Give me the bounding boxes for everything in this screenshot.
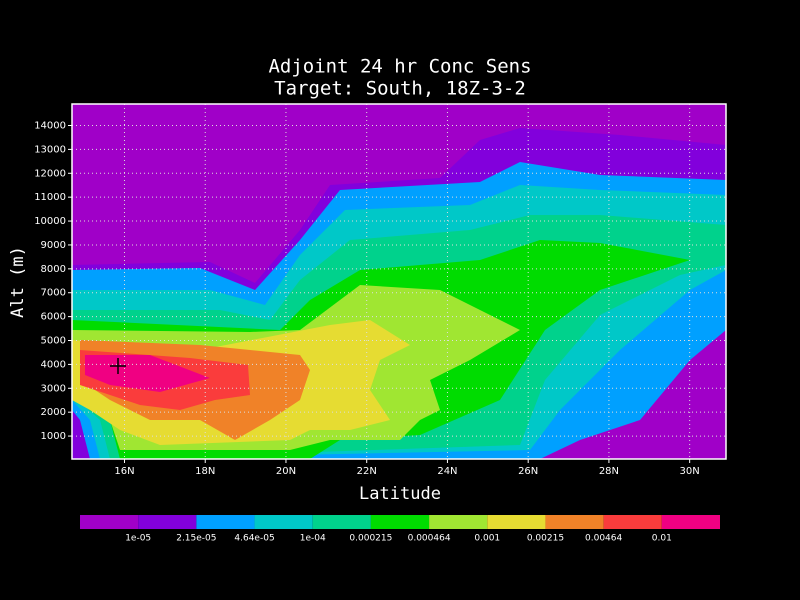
- y-tick-label: 11000: [34, 192, 66, 203]
- y-tick-label: 9000: [41, 240, 66, 251]
- x-tick-label: 20N: [276, 466, 296, 477]
- colorbar-label: 0.00464: [585, 534, 622, 544]
- y-tick-label: 2000: [41, 407, 66, 418]
- y-tick-label: 1000: [41, 431, 66, 442]
- y-tick-label: 4000: [41, 359, 66, 370]
- colorbar-box: [487, 515, 546, 529]
- plot-frame: [71, 103, 727, 460]
- chart-title: Adjoint 24 hr Conc Sens: [268, 56, 531, 78]
- colorbar-label: 4.64e-05: [234, 534, 274, 544]
- y-tick-label: 12000: [34, 168, 66, 179]
- y-tick-label: 13000: [34, 144, 66, 155]
- colorbar-box: [254, 515, 313, 529]
- colorbar-box: [312, 515, 371, 529]
- colorbar-box: [138, 515, 197, 529]
- target-marker: [110, 358, 126, 374]
- x-tick-label: 26N: [518, 466, 538, 477]
- x-tick-label: 28N: [599, 466, 619, 477]
- grid: [72, 104, 726, 459]
- y-axis-label: Alt (m): [8, 246, 28, 318]
- y-tick-label: 7000: [41, 288, 66, 299]
- colorbar-box: [661, 515, 720, 529]
- colorbar-label: 0.01: [652, 534, 672, 544]
- contour-field: [72, 104, 726, 459]
- x-tick-label: 30N: [680, 466, 700, 477]
- colorbar-label: 2.15e-05: [176, 534, 216, 544]
- x-tick-label: 24N: [437, 466, 457, 477]
- y-tick-label: 10000: [34, 216, 66, 227]
- x-tick-label: 16N: [114, 466, 134, 477]
- y-tick-label: 14000: [34, 121, 66, 132]
- colorbar-label: 1e-05: [125, 534, 151, 544]
- y-tick-label: 3000: [41, 383, 66, 394]
- colorbar-box: [80, 515, 139, 529]
- colorbar-label: 0.00215: [527, 534, 564, 544]
- x-axis-label: Latitude: [359, 484, 441, 504]
- y-tick-label: 5000: [41, 336, 66, 347]
- colorbar-box: [429, 515, 488, 529]
- colorbar-box: [545, 515, 604, 529]
- colorbar-label: 1e-04: [300, 534, 326, 544]
- chart-subtitle: Target: South, 18Z-3-2: [274, 78, 526, 100]
- x-tick-label: 22N: [357, 466, 377, 477]
- colorbar-label: 0.000464: [408, 534, 451, 544]
- colorbar-box: [603, 515, 662, 529]
- y-tick-label: 8000: [41, 264, 66, 275]
- x-tick-label: 18N: [195, 466, 215, 477]
- colorbar-box: [370, 515, 430, 529]
- y-tick-label: 6000: [41, 312, 66, 323]
- colorbar-box: [196, 515, 255, 529]
- colorbar-label: 0.001: [474, 534, 500, 544]
- colorbar-label: 0.000215: [349, 534, 392, 544]
